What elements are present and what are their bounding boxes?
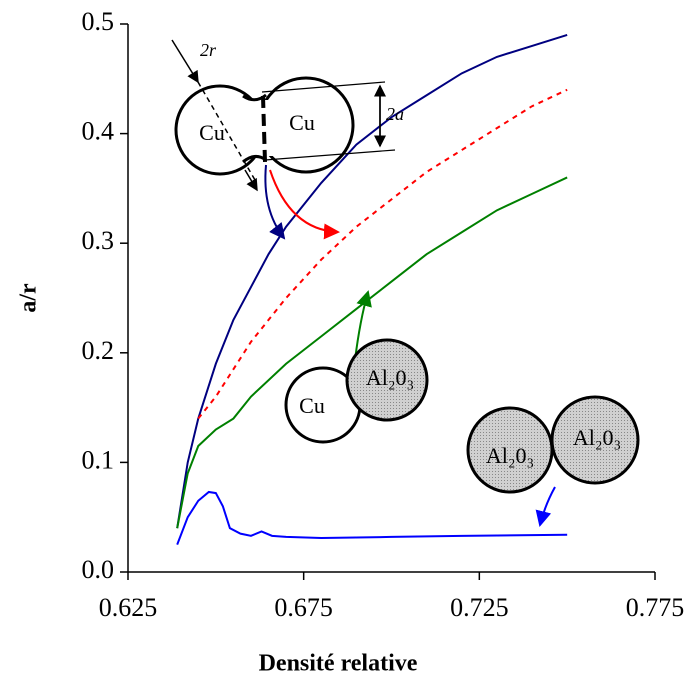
x-tick-label: 0.725 [450,593,509,622]
arrow [535,486,556,527]
annotation: Cu [289,110,315,135]
arrow [264,164,286,240]
annotation: Al₂0₃ [486,443,534,468]
y-tick-label: 0.5 [82,7,115,36]
annotation: 2a [386,104,404,124]
arrow [269,169,340,240]
x-tick-label: 0.675 [274,593,333,622]
annotation: Cu [199,120,225,145]
y-tick-label: 0.2 [82,336,115,365]
y-axis-label: a/r [16,283,42,313]
annotation: 2r [200,40,217,60]
data-line [176,34,568,529]
cu-cu-illustration [171,39,396,192]
particle [345,338,429,422]
particle [550,395,640,485]
y-tick-label: 0.1 [82,445,115,474]
annotation: Al₂0₃ [366,365,414,390]
plot-area: 0.625 0.675 0.725 0.775 0.0 0.1 0.2 0.3 0.4 0.5 [82,7,685,622]
data-line [197,88,568,420]
annotation: Cu [299,393,325,418]
annotation: Al₂0₃ [573,425,621,450]
x-tick-label: 0.775 [626,593,685,622]
y-tick-label: 0.0 [82,555,115,584]
x-axis-label: Densité relative [259,651,418,677]
data-line [176,490,568,545]
y-tick-label: 0.3 [82,226,115,255]
x-tick-label: 0.625 [99,593,158,622]
y-tick-label: 0.4 [82,117,115,146]
data-line [176,176,568,529]
